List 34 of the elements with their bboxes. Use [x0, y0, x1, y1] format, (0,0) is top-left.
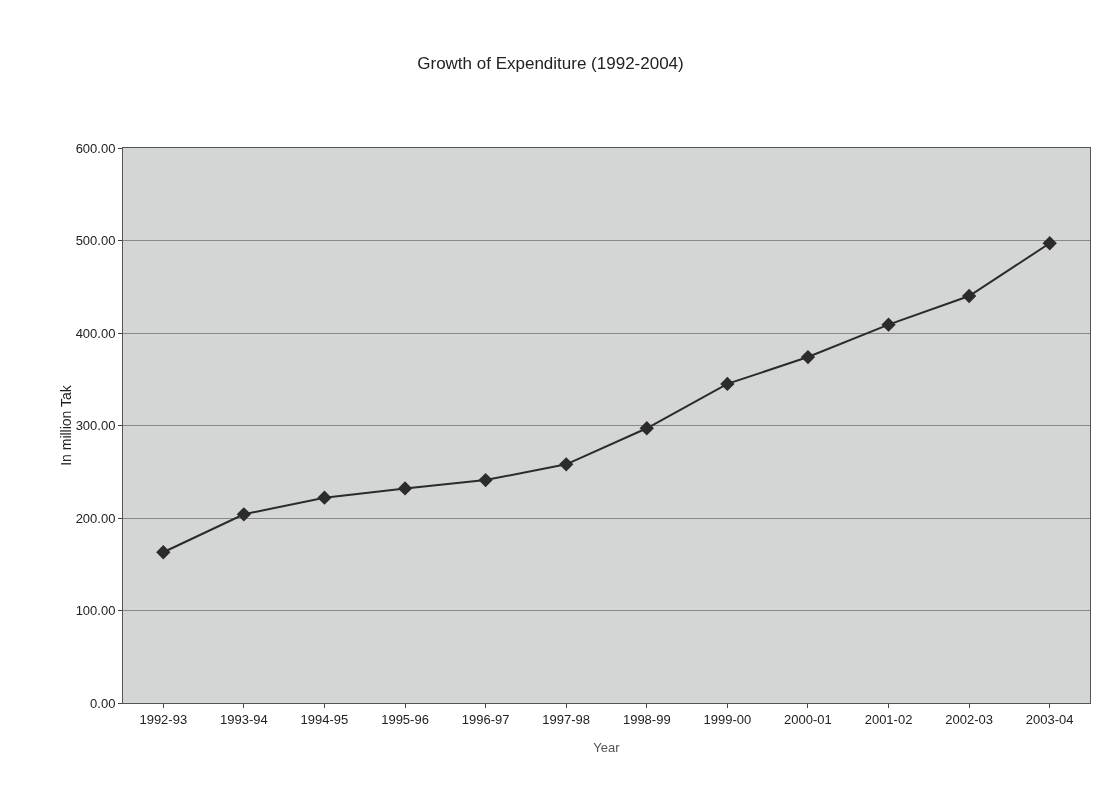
point — [961, 288, 977, 304]
x-tick-label: 2003-04 — [1025, 711, 1074, 727]
x-tick-label: 1998-99 — [622, 711, 671, 727]
x-tick-label: 1993-94 — [220, 711, 268, 727]
y-tick-label: 0.00 — [90, 695, 116, 711]
y-tick-label: 500.00 — [75, 233, 116, 249]
x-tick-label: 1996-97 — [461, 711, 510, 727]
x-tick-label: 2000-01 — [784, 711, 832, 727]
point — [559, 457, 574, 472]
x-tick-label: 1992-93 — [139, 711, 188, 727]
x-tick-label: 2001-02 — [864, 711, 913, 727]
point — [478, 472, 493, 488]
point — [397, 481, 413, 496]
x-tick-label: 1997-98 — [542, 711, 591, 727]
y-tick-label: 400.00 — [75, 325, 116, 341]
y-axis-title: In million Tak — [57, 384, 74, 466]
point — [639, 421, 654, 436]
x-axis-title: Year — [593, 740, 621, 755]
x-tick-label: 2002-03 — [945, 711, 993, 727]
point — [1042, 236, 1057, 251]
y-tick-label: 200.00 — [75, 510, 116, 526]
point — [881, 317, 896, 332]
y-tick-label: 100.00 — [75, 603, 116, 619]
point — [720, 376, 735, 392]
x-tick-label: 1995-96 — [381, 711, 429, 727]
y-tick-label: 300.00 — [75, 418, 116, 434]
x-tick-label: 1999-00 — [703, 711, 752, 727]
point — [236, 507, 252, 522]
y-tick-label: 600.00 — [75, 140, 116, 156]
point — [156, 545, 171, 560]
x-tick-label: 1994-95 — [300, 711, 349, 727]
chart-title: Growth of Expenditure (1992-2004) — [417, 53, 684, 73]
point — [800, 349, 816, 365]
point — [317, 490, 332, 505]
